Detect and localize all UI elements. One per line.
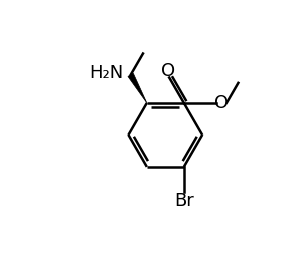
Text: O: O xyxy=(160,61,175,79)
Text: H₂N: H₂N xyxy=(89,64,123,82)
Text: Br: Br xyxy=(174,192,194,210)
Text: O: O xyxy=(214,94,229,112)
Polygon shape xyxy=(128,73,147,103)
